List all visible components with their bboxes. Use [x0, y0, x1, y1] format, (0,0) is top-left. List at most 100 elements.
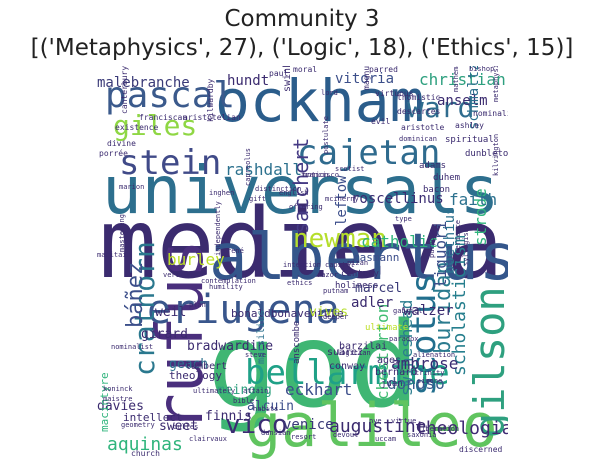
word-145: nye [369, 417, 382, 425]
word-16: ward [407, 91, 475, 124]
word-78: dunbleton [465, 149, 508, 159]
word-64: lambert [185, 361, 228, 372]
word-162: virtue [391, 417, 417, 425]
word-30: ambrose [391, 354, 459, 373]
word-130: logician [337, 349, 371, 357]
word-114: capreolus [244, 148, 252, 186]
word-33: walzer [403, 303, 454, 319]
word-139: clairvaux [189, 435, 227, 443]
word-56: davies [97, 399, 144, 414]
word-83: nominalism [473, 109, 508, 118]
word-116: maritain [97, 251, 131, 259]
word-10: bellarmine [245, 353, 450, 393]
word-135: koninck [103, 385, 133, 393]
word-49: bradwardine [187, 339, 274, 354]
word-46: anselm [437, 93, 488, 109]
word-8: gilson [465, 286, 508, 438]
word-104: mathematician [452, 66, 460, 92]
word-115: inghen [209, 189, 235, 197]
word-86: franciscan [139, 113, 188, 122]
word-3: albertus [209, 221, 508, 295]
word-40: rashdall [225, 160, 303, 179]
word-91: porrée [99, 149, 128, 158]
word-92: thomistic [397, 93, 441, 102]
word-27: theologian [415, 418, 508, 439]
word-165: gabriel [393, 307, 423, 315]
word-15: newman [293, 224, 387, 254]
word-113: type [395, 215, 412, 223]
word-128: version [163, 271, 193, 279]
word-72: bernard [375, 367, 418, 378]
word-31: donoso [387, 374, 445, 393]
word-157: distinction [255, 185, 302, 193]
word-142: bible [233, 397, 255, 405]
word-4: galileo [245, 391, 498, 461]
word-137: geometry [121, 421, 155, 429]
word-81: adams [419, 161, 447, 171]
word-58: meinong [217, 383, 272, 398]
word-29: eckhart [285, 380, 353, 399]
word-48: malebranche [97, 75, 190, 91]
word-159: offering [289, 203, 323, 211]
word-151: ultimately [193, 387, 236, 395]
word-144: devout [333, 431, 359, 439]
word-122: putnam [323, 287, 349, 295]
word-73: juan [381, 379, 403, 389]
word-155: motion [303, 171, 329, 179]
word-97: evil [371, 117, 391, 126]
word-70: anscombe [292, 320, 302, 364]
word-150: dulles [173, 423, 199, 431]
word-134: simone [417, 377, 443, 385]
word-163: uccam [375, 435, 397, 443]
word-59: finnis [205, 409, 252, 424]
word-99: paul [269, 69, 289, 78]
word-108: bishop [469, 66, 495, 73]
word-13: stein [119, 143, 222, 183]
word-93: descartes [397, 107, 441, 116]
word-66: conway [329, 361, 366, 372]
word-111: english [279, 189, 309, 197]
word-154: gift [249, 195, 266, 203]
word-152: plan [189, 301, 206, 309]
word-39: faith [449, 190, 498, 209]
word-141: habits [253, 405, 279, 413]
word-140: attain [243, 387, 269, 395]
word-146: saxonia [407, 431, 437, 439]
word-118: intention [283, 261, 321, 269]
word-32: adler [351, 295, 394, 311]
word-55: weil [155, 305, 187, 320]
word-85: canterbury [120, 66, 129, 114]
word-119: capital [325, 261, 355, 269]
word-120: pizan [347, 259, 369, 267]
word-43: hundt [227, 73, 270, 89]
word-133: trinity [415, 369, 445, 377]
word-50: bonaldbonaventure [231, 307, 344, 320]
word-53: girard [141, 327, 188, 342]
word-54: geach [169, 357, 209, 372]
word-153: rené [227, 247, 244, 255]
word-138: church [131, 449, 160, 458]
word-107: kilvington [492, 133, 500, 176]
word-35: burley [167, 250, 225, 269]
word-148: liberation [417, 425, 460, 433]
word-90: divine [107, 139, 136, 148]
word-124: experience [454, 219, 462, 262]
word-132: alienation [413, 351, 456, 359]
word-45: christian [419, 70, 506, 89]
word-136: maistre [103, 395, 133, 403]
word-88: kilwardby [206, 78, 215, 122]
word-156: postulate [322, 116, 330, 154]
word-129: nominalist [111, 343, 154, 351]
word-5: ockham [215, 67, 425, 135]
chart-subtitle: [('Metaphysics', 27), ('Logic', 18), ('E… [30, 35, 574, 61]
word-105: lord [321, 89, 338, 97]
word-167: dunsian [261, 429, 291, 437]
word-101: parred [369, 66, 398, 74]
word-161: mastering [118, 214, 126, 252]
word-166: deeper [323, 313, 349, 321]
word-24: báñez [123, 261, 148, 328]
word-60: sweet [159, 419, 199, 434]
word-17: giles [113, 109, 198, 142]
word-41: roscellinus [351, 191, 444, 207]
